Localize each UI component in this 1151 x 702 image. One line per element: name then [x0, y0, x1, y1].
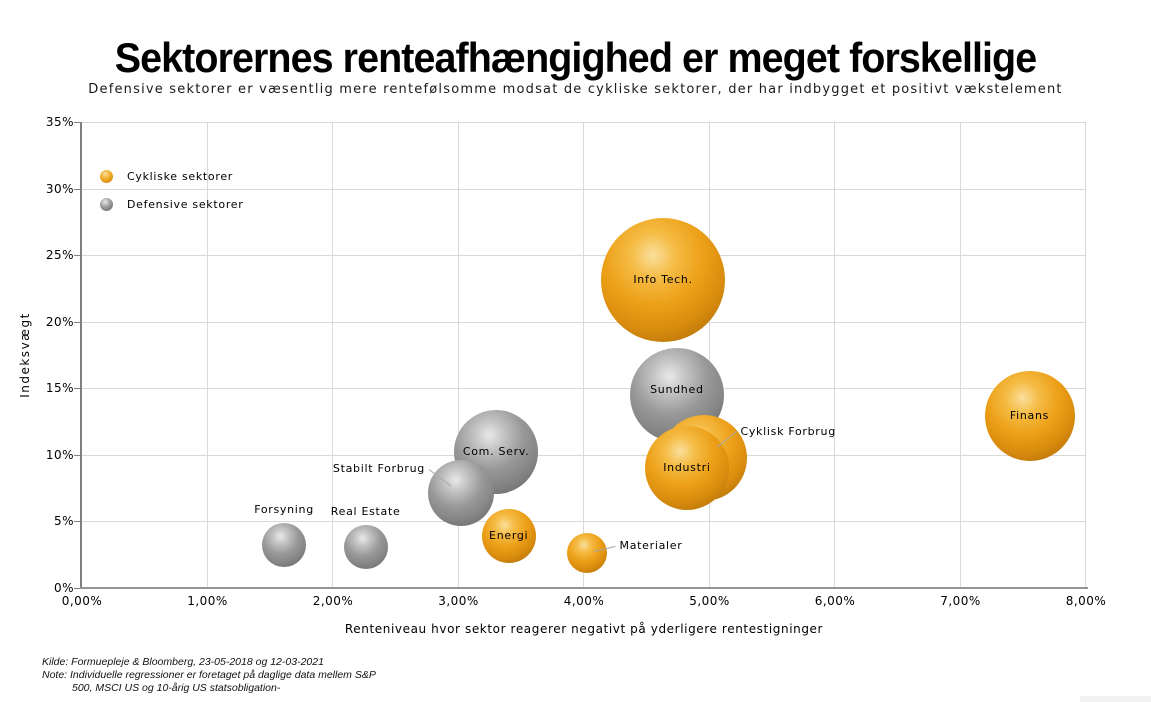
page-subtitle: Defensive sektorer er væsentlig mere ren… [88, 82, 1063, 97]
y-tick-label: 30% [45, 181, 74, 196]
bubble-label-energi: Energi [489, 529, 529, 543]
chart-legend: Cykliske sektorer Defensive sektorer [100, 162, 244, 218]
horizontal-gridline [82, 521, 1086, 523]
bubble-label-com-serv: Com. Serv. [462, 445, 530, 459]
vertical-gridline [332, 122, 333, 588]
x-tick-label: 1,00% [187, 594, 228, 608]
bubble-label-forsyning: Forsyning [254, 503, 314, 517]
note-line-2: 500, MSCI US og 10-årig US statsobligati… [72, 682, 281, 694]
vertical-gridline [583, 122, 584, 588]
vertical-gridline [959, 122, 961, 588]
y-tick-label: 10% [45, 447, 74, 462]
y-axis-tick [74, 588, 80, 589]
x-tick-label: 6,00% [814, 594, 856, 608]
note-line-1: Note: Individuelle regressioner er foret… [42, 669, 376, 681]
vertical-gridline [1085, 122, 1086, 588]
bubble-label-info-tech: Info Tech. [633, 273, 693, 287]
y-axis-tick [74, 388, 80, 390]
x-tick-label: 4,00% [563, 594, 605, 608]
y-tick-label: 35% [45, 115, 74, 129]
horizontal-gridline [82, 122, 1086, 123]
y-axis-tick [74, 321, 80, 323]
y-axis-line [80, 122, 82, 588]
bubble-label-materialer: Materialer [619, 539, 683, 553]
legend-item-defensive: Defensive sektorer [100, 190, 244, 218]
vertical-gridline [834, 122, 835, 588]
cyclical-sector-bubble-icon [100, 169, 113, 183]
bubble-label-industri: Industri [663, 461, 711, 475]
legend-label-defensive: Defensive sektorer [127, 197, 244, 211]
x-axis-line [80, 587, 1088, 589]
bubble-label-cyklisk-forbrug: Cyklisk Forbrug [740, 424, 836, 438]
y-tick-label: 5% [53, 514, 74, 529]
footer-accent-bar [1080, 696, 1151, 702]
bubble-forsyning [262, 523, 307, 568]
bubble-label-real-estate: Real Estate [330, 504, 401, 518]
x-tick-label: 3,00% [438, 594, 479, 608]
y-axis-tick [74, 122, 80, 123]
bubble-info-tech [601, 218, 726, 343]
x-tick-label: 5,00% [689, 594, 730, 608]
bubble-industri [644, 426, 729, 511]
source-note: Kilde: Formuepleje & Bloomberg, 23-05-20… [42, 656, 376, 695]
horizontal-gridline [82, 321, 1086, 323]
bubble-label-sundhed: Sundhed [650, 382, 704, 396]
y-tick-label: 20% [45, 314, 74, 329]
legend-label-cyclical: Cykliske sektorer [127, 169, 234, 183]
bubble-real-estate [343, 524, 388, 569]
source-line: Kilde: Formuepleje & Bloomberg, 23-05-20… [42, 656, 324, 668]
y-tick-label: 0% [53, 581, 74, 595]
horizontal-gridline [82, 388, 1086, 390]
y-axis-tick [74, 454, 80, 456]
x-tick-label: 0,00% [61, 594, 103, 608]
x-axis-title: Renteniveau hvor sektor reagerer negativ… [344, 622, 824, 636]
page-title: Sektorernes renteafhængighed er meget fo… [114, 34, 1037, 82]
legend-item-cyclical: Cykliske sektorer [100, 162, 244, 190]
vertical-gridline [457, 122, 459, 588]
x-tick-label: 8,00% [1065, 594, 1107, 608]
bubble-label-stabilt-forbrug: Stabilt Forbrug [332, 462, 425, 476]
y-axis-tick [74, 188, 80, 190]
vertical-gridline [708, 122, 710, 588]
horizontal-gridline [82, 454, 1086, 456]
y-axis-tick [74, 521, 80, 523]
vertical-gridline [206, 122, 208, 588]
bubble-finans [984, 371, 1075, 462]
defensive-sector-bubble-icon [100, 197, 113, 211]
y-tick-label: 25% [45, 248, 74, 263]
horizontal-gridline [82, 188, 1086, 190]
bubble-energi [481, 509, 536, 564]
bubble-label-finans: Finans [1009, 409, 1050, 423]
y-axis-tick [74, 255, 80, 257]
x-tick-label: 2,00% [312, 594, 354, 608]
horizontal-gridline [82, 255, 1086, 257]
bubble-materialer [566, 533, 607, 574]
plot-area: Info Tech. Sundhed Cyklisk Forbrug Industri… [82, 122, 1086, 588]
y-tick-label: 15% [45, 381, 74, 396]
x-tick-label: 7,00% [940, 594, 981, 608]
